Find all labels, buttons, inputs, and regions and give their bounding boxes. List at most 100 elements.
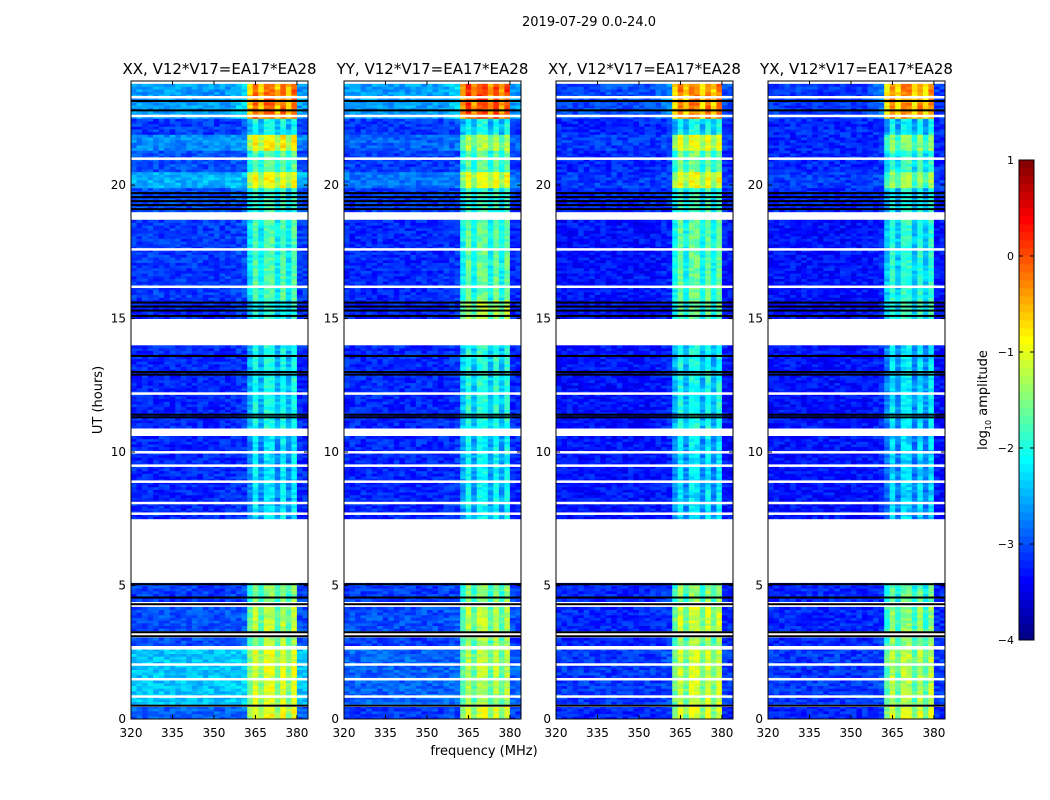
heatmap-cell [286,607,292,610]
heatmap-cell [142,425,148,428]
heatmap-cell [291,708,297,711]
heatmap-cell [291,460,297,463]
heatmap-cell [164,185,170,188]
heatmap-cell [153,615,159,618]
heatmap-cell [197,457,203,460]
heatmap-cell [170,276,176,279]
heatmap-cell [197,468,203,471]
heatmap-cell [159,423,165,426]
heatmap-cell [291,345,297,348]
heatmap-cell [269,345,275,348]
heatmap-cell [231,623,237,626]
heatmap-cell [148,654,154,657]
heatmap-cell [214,460,220,463]
heatmap-cell [231,708,237,711]
heatmap-cell [253,650,259,652]
heatmap-cell [142,711,148,714]
heatmap-cell [275,404,281,407]
heatmap-cell [181,188,187,191]
heatmap-cell [264,626,270,629]
heatmap-cell [258,223,264,226]
heatmap-cell [280,388,286,391]
heatmap-cell [186,396,192,399]
heatmap-cell [247,385,253,388]
heatmap-cell [142,457,148,460]
heatmap-cell [159,707,165,709]
heatmap-cell [153,447,159,450]
heatmap-cell [297,656,303,659]
heatmap-cell [164,495,170,498]
heatmap-cell [175,457,181,460]
heatmap-cell [137,650,143,652]
heatmap-cell [231,714,237,717]
heatmap-cell [220,640,226,643]
heatmap-cell [203,675,209,678]
heatmap-cell [225,268,231,271]
heatmap-cell [170,650,176,652]
heatmap-cell [175,439,181,442]
heatmap-cell [291,650,297,652]
heatmap-cell [291,588,297,591]
heatmap-cell [214,487,220,490]
heatmap-cell [225,223,231,226]
heatmap-cell [186,364,192,367]
heatmap-cell [286,380,292,383]
heatmap-cell [203,257,209,260]
heatmap-cell [197,691,203,694]
heatmap-cell [225,699,231,702]
heatmap-cell [269,680,275,683]
heatmap-cell [275,289,281,292]
heatmap-cell [242,351,248,354]
heatmap-cell [131,484,137,487]
heatmap-cell [264,295,270,298]
heatmap-cell [280,683,286,686]
heatmap-cell [208,361,214,364]
heatmap-cell [159,618,165,621]
heatmap-cell [137,265,143,268]
heatmap-cell [269,654,275,657]
heatmap-cell [175,268,181,271]
heatmap-cell [153,404,159,407]
heatmap-cell [220,439,226,442]
heatmap-cell [181,292,187,295]
heatmap-cell [269,615,275,618]
heatmap-cell [203,626,209,629]
heatmap-cell [280,436,286,439]
heatmap-cell [159,656,165,659]
heatmap-cell [275,599,281,602]
heatmap-cell [131,361,137,364]
heatmap-cell [159,364,165,367]
heatmap-cell [264,651,270,654]
heatmap-cell [153,707,159,709]
heatmap-cell [253,268,259,271]
heatmap-cell [192,508,198,511]
heatmap-cell [164,273,170,276]
heatmap-cell [131,615,137,618]
heatmap-cell [214,364,220,367]
heatmap-cell [164,231,170,234]
heatmap-cell [280,404,286,407]
heatmap-cell [225,492,231,495]
heatmap-cell [148,295,154,298]
heatmap-cell [280,591,286,594]
heatmap-cell [264,487,270,490]
heatmap-cell [258,495,264,498]
heatmap-cell [159,436,165,439]
heatmap-cell [192,610,198,613]
heatmap-cell [148,699,154,702]
heatmap-cell [159,231,165,234]
heatmap-cell [197,623,203,626]
heatmap-cell [159,654,165,657]
heatmap-cell [291,484,297,487]
heatmap-cell [214,423,220,426]
heatmap-cell [236,675,242,678]
heatmap-cell [220,610,226,613]
heatmap-cell [236,423,242,426]
heatmap-cell [197,281,203,284]
heatmap-cell [280,484,286,487]
heatmap-cell [269,487,275,490]
heatmap-cell [142,404,148,407]
heatmap-cell [214,404,220,407]
heatmap-cell [208,268,214,271]
heatmap-cell [220,404,226,407]
